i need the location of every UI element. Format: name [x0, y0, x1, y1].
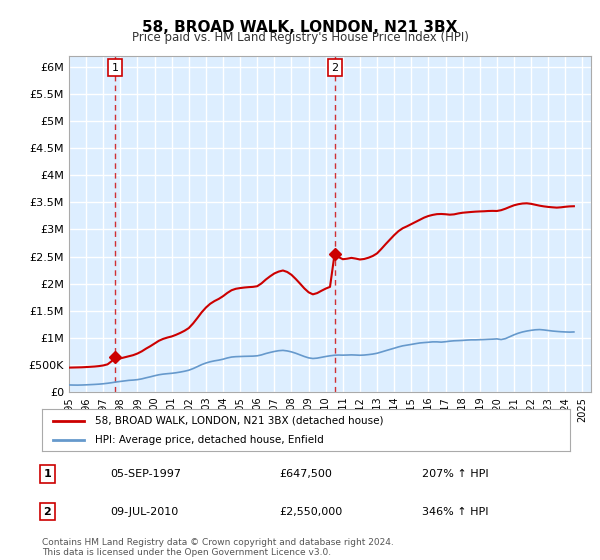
- Text: £647,500: £647,500: [280, 469, 332, 479]
- Text: 207% ↑ HPI: 207% ↑ HPI: [422, 469, 489, 479]
- Text: 2: 2: [43, 507, 51, 516]
- Text: 58, BROAD WALK, LONDON, N21 3BX (detached house): 58, BROAD WALK, LONDON, N21 3BX (detache…: [95, 416, 383, 426]
- Text: 1: 1: [112, 63, 118, 73]
- Text: 2: 2: [331, 63, 338, 73]
- Text: £2,550,000: £2,550,000: [280, 507, 343, 516]
- Text: 58, BROAD WALK, LONDON, N21 3BX: 58, BROAD WALK, LONDON, N21 3BX: [142, 20, 458, 35]
- Text: 1: 1: [43, 469, 51, 479]
- Text: HPI: Average price, detached house, Enfield: HPI: Average price, detached house, Enfi…: [95, 435, 323, 445]
- Text: 05-SEP-1997: 05-SEP-1997: [110, 469, 182, 479]
- Text: Contains HM Land Registry data © Crown copyright and database right 2024.
This d: Contains HM Land Registry data © Crown c…: [42, 538, 394, 557]
- Text: 346% ↑ HPI: 346% ↑ HPI: [422, 507, 488, 516]
- Text: 09-JUL-2010: 09-JUL-2010: [110, 507, 179, 516]
- Text: Price paid vs. HM Land Registry's House Price Index (HPI): Price paid vs. HM Land Registry's House …: [131, 31, 469, 44]
